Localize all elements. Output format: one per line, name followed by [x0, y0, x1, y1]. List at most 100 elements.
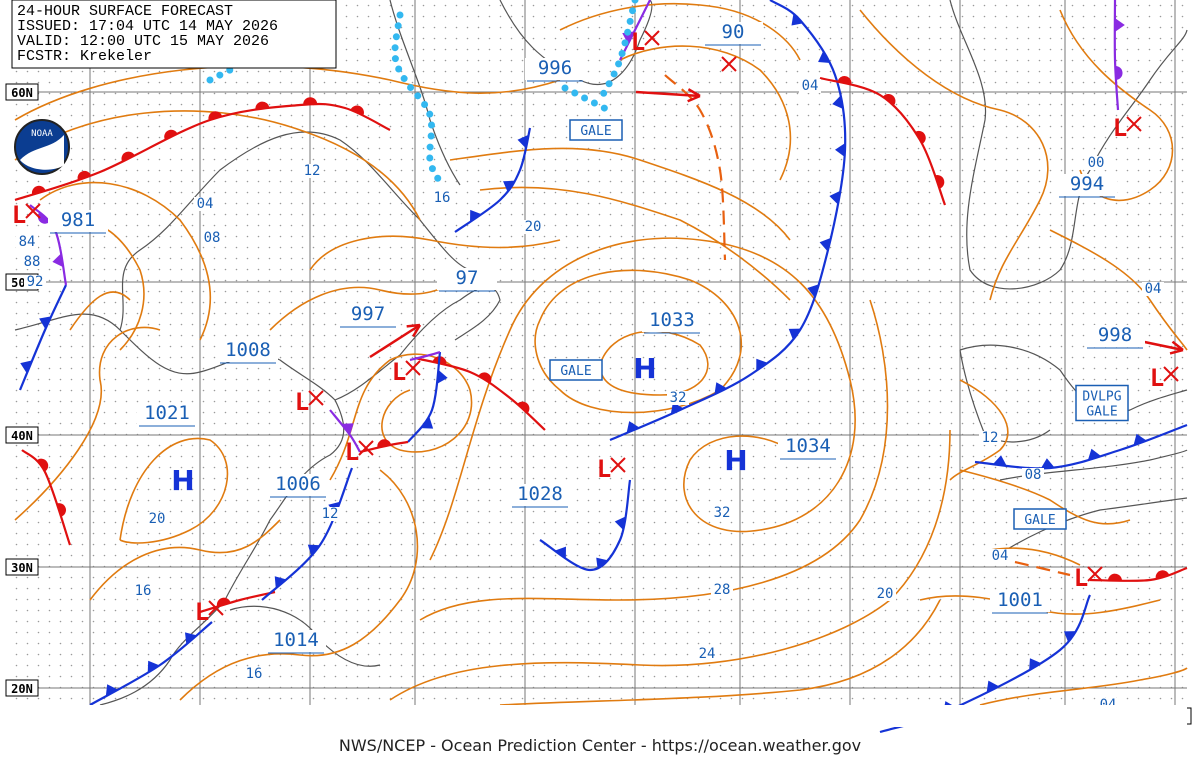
- high-symbol: H: [171, 464, 194, 497]
- isobar-label-bg: [201, 231, 223, 245]
- pressure-label-bg: [338, 304, 398, 326]
- front-triangle: [1029, 658, 1042, 671]
- pressure-label: 1014: [273, 629, 319, 651]
- occl-symbol: [341, 423, 354, 435]
- cold-symbol: [503, 180, 516, 193]
- lat-label-box: [5, 83, 39, 101]
- cold-front: [407, 351, 442, 443]
- warm-symbol: [883, 94, 896, 106]
- isobar-label-bg: [194, 197, 216, 211]
- isobar-label: 08: [1025, 467, 1042, 483]
- low-center-x: [25, 203, 41, 219]
- low-center-x: [721, 56, 737, 72]
- front-semicircle: [350, 105, 364, 116]
- isobar-label-bg: [979, 431, 1001, 445]
- isobar-label: 84: [19, 234, 36, 250]
- warm-front: [1089, 566, 1188, 582]
- trough-front: [1014, 560, 1071, 577]
- occl-symbol: [37, 212, 51, 224]
- pressure-label: 1001: [997, 589, 1043, 611]
- occl-front: [1113, 0, 1120, 111]
- low-center-x: [644, 30, 660, 46]
- pressure-label-bg: [510, 484, 570, 506]
- isobar-label: 24: [699, 646, 716, 662]
- cold-symbol: [1029, 658, 1042, 671]
- warm-symbol: [31, 185, 46, 195]
- front-triangle: [791, 13, 804, 26]
- cold-symbol: [554, 546, 566, 559]
- front-triangle: [436, 369, 448, 384]
- pressure-label: 1008: [225, 339, 271, 361]
- pressure-label: 997: [351, 303, 385, 325]
- front-triangle: [596, 557, 609, 570]
- cold-symbol: [470, 209, 482, 223]
- cold-symbol: [596, 557, 609, 570]
- warm-symbol: [56, 503, 67, 517]
- isobar-label-bg: [132, 584, 154, 598]
- pressure-label-bg: [266, 630, 326, 652]
- front-triangle: [714, 382, 728, 395]
- cold-symbol: [788, 328, 801, 341]
- low-symbol: L: [392, 358, 406, 386]
- cold-symbol: [807, 284, 819, 298]
- front-triangle: [626, 421, 640, 434]
- isobar-label-bg: [146, 512, 168, 526]
- warm-front: [819, 76, 947, 206]
- warm-symbol: [77, 170, 92, 181]
- isobar-label-bg: [667, 391, 689, 405]
- low-symbol: L: [195, 598, 209, 626]
- pressure-label: 998: [1098, 324, 1132, 346]
- isobar-label: 20: [525, 219, 542, 235]
- warm-symbol: [121, 151, 135, 162]
- ice-edge: [391, 11, 444, 186]
- front-semicircle: [517, 401, 530, 414]
- cold-symbol: [1133, 433, 1147, 446]
- isobar-label-bg: [16, 235, 38, 249]
- warm-front: [21, 449, 72, 546]
- isobar-label: 32: [670, 390, 687, 406]
- lat-label: 40N: [11, 429, 33, 443]
- isobar-label: 04: [1145, 281, 1162, 297]
- low-center-x: [208, 600, 224, 616]
- isobar-label: 28: [714, 582, 731, 598]
- front-semicircle: [1155, 570, 1170, 580]
- warning-text: GALE: [1024, 513, 1055, 528]
- front-semicircle: [1107, 573, 1122, 581]
- isobar-label-bg: [1022, 468, 1044, 482]
- isobar-label-bg: [711, 583, 733, 597]
- cold-symbol: [307, 544, 321, 557]
- front-triangle: [670, 402, 684, 415]
- warm-front: [199, 590, 276, 614]
- trough-front: [664, 74, 727, 261]
- front-triangle: [1114, 17, 1125, 32]
- front-triangle: [1087, 448, 1102, 461]
- pressure-label: 1006: [275, 473, 321, 495]
- cold-symbol: [714, 382, 728, 395]
- front-triangle: [756, 358, 768, 371]
- cold-symbol: [436, 369, 448, 384]
- front-triangle: [819, 237, 831, 252]
- arrow-head: [687, 88, 701, 103]
- occl-symbol: [1114, 17, 1125, 32]
- low-symbol: L: [12, 201, 26, 229]
- isobar-label: 08: [204, 230, 221, 246]
- front-triangle: [147, 660, 160, 673]
- front-semicircle: [303, 97, 318, 105]
- cold-symbol: [1087, 448, 1102, 461]
- occl-front: [409, 350, 441, 362]
- front-triangle: [554, 546, 566, 559]
- isobar-label-bg: [799, 79, 821, 93]
- isobar-label-bg: [696, 647, 718, 661]
- low-symbol: L: [1150, 364, 1164, 392]
- front-triangle: [341, 423, 354, 435]
- warm-symbol: [303, 97, 318, 105]
- footer: NWS/NCEP - Ocean Prediction Center - htt…: [339, 736, 861, 755]
- pressure-label: 996: [538, 57, 572, 79]
- isobar-label-bg: [431, 191, 453, 205]
- cold-symbol: [992, 455, 1007, 466]
- front-triangle: [470, 209, 482, 223]
- warm-symbol: [837, 76, 852, 85]
- lat-label-box: [5, 679, 39, 697]
- front-semicircle: [31, 185, 46, 195]
